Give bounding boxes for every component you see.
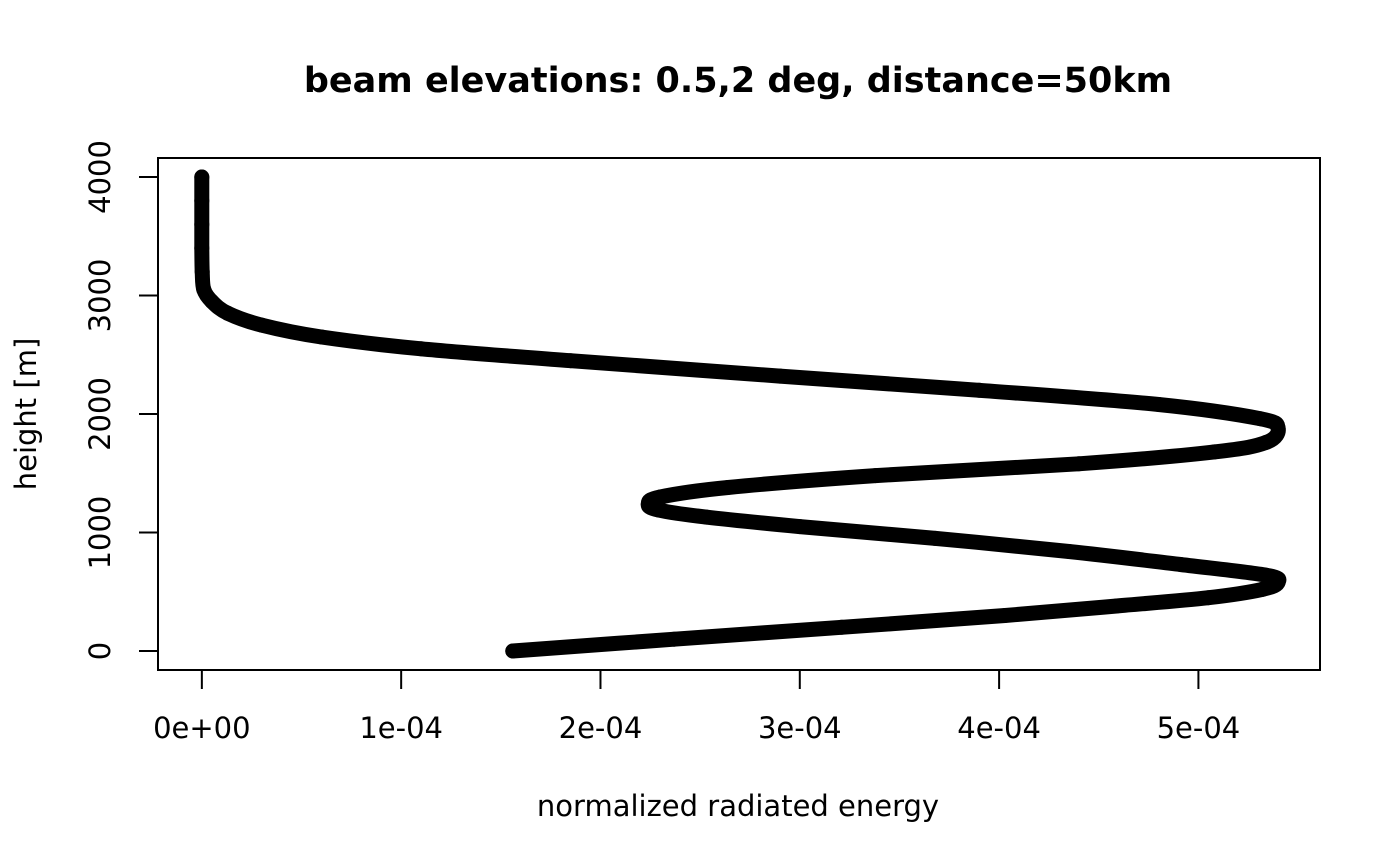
data-point (720, 480, 736, 495)
series-layer (194, 169, 1287, 659)
x-axis: 0e+00 1e-04 2e-04 3e-04 4e-04 5e-04 (153, 669, 1241, 745)
data-point (204, 293, 220, 309)
data-point (196, 282, 212, 298)
y-axis: 0 1000 2000 3000 4000 (83, 140, 159, 660)
data-point (194, 216, 210, 232)
data-point (834, 619, 850, 635)
data-point (698, 509, 714, 525)
data-point (666, 631, 682, 647)
y-tick-label: 3000 (83, 259, 117, 333)
data-point (927, 530, 943, 546)
data-point (254, 317, 270, 333)
data-point (1254, 581, 1270, 597)
x-tick-label: 5e-04 (1157, 711, 1241, 745)
plot-frame (157, 157, 1321, 671)
data-point (997, 608, 1013, 623)
x-tick-label: 2e-04 (559, 711, 643, 745)
data-point (413, 341, 429, 357)
y-tick-label: 0 (83, 642, 117, 660)
data-point (313, 329, 329, 345)
x-axis-label: normalized radiated energy (537, 789, 939, 823)
data-point (1200, 590, 1216, 606)
data-point (652, 489, 668, 505)
x-tick-label: 1e-04 (359, 711, 443, 745)
y-tick-label: 2000 (83, 377, 117, 451)
data-point (1258, 567, 1274, 583)
x-tick-label: 0e+00 (153, 711, 251, 745)
data-point (194, 193, 210, 209)
data-point (868, 468, 883, 484)
data-point (1270, 420, 1286, 436)
data-point (1252, 411, 1268, 427)
data-point (1206, 444, 1222, 460)
data-point (563, 353, 579, 369)
data-point (971, 382, 987, 398)
data-point (220, 305, 236, 321)
data-point (194, 169, 210, 185)
data-point (194, 240, 210, 256)
y-tick-label: 1000 (83, 496, 117, 570)
x-tick-label: 4e-04 (957, 711, 1041, 745)
data-point (505, 643, 521, 659)
data-point (1071, 456, 1087, 472)
data-point (1109, 598, 1125, 614)
series-line-0 (194, 169, 1287, 659)
data-point (1258, 434, 1274, 450)
y-tick-label: 4000 (83, 140, 117, 214)
data-point (1151, 397, 1167, 412)
data-point (1270, 574, 1286, 590)
data-point (1173, 557, 1188, 572)
chart-title: beam elevations: 0.5,2 deg, distance=50k… (304, 61, 1172, 101)
data-point (1061, 544, 1077, 559)
x-tick-label: 3e-04 (758, 711, 842, 745)
data-point (640, 496, 656, 512)
y-axis-label: height [m] (9, 338, 43, 491)
data-point (792, 519, 808, 535)
data-point (194, 264, 210, 280)
data-point (772, 368, 788, 384)
